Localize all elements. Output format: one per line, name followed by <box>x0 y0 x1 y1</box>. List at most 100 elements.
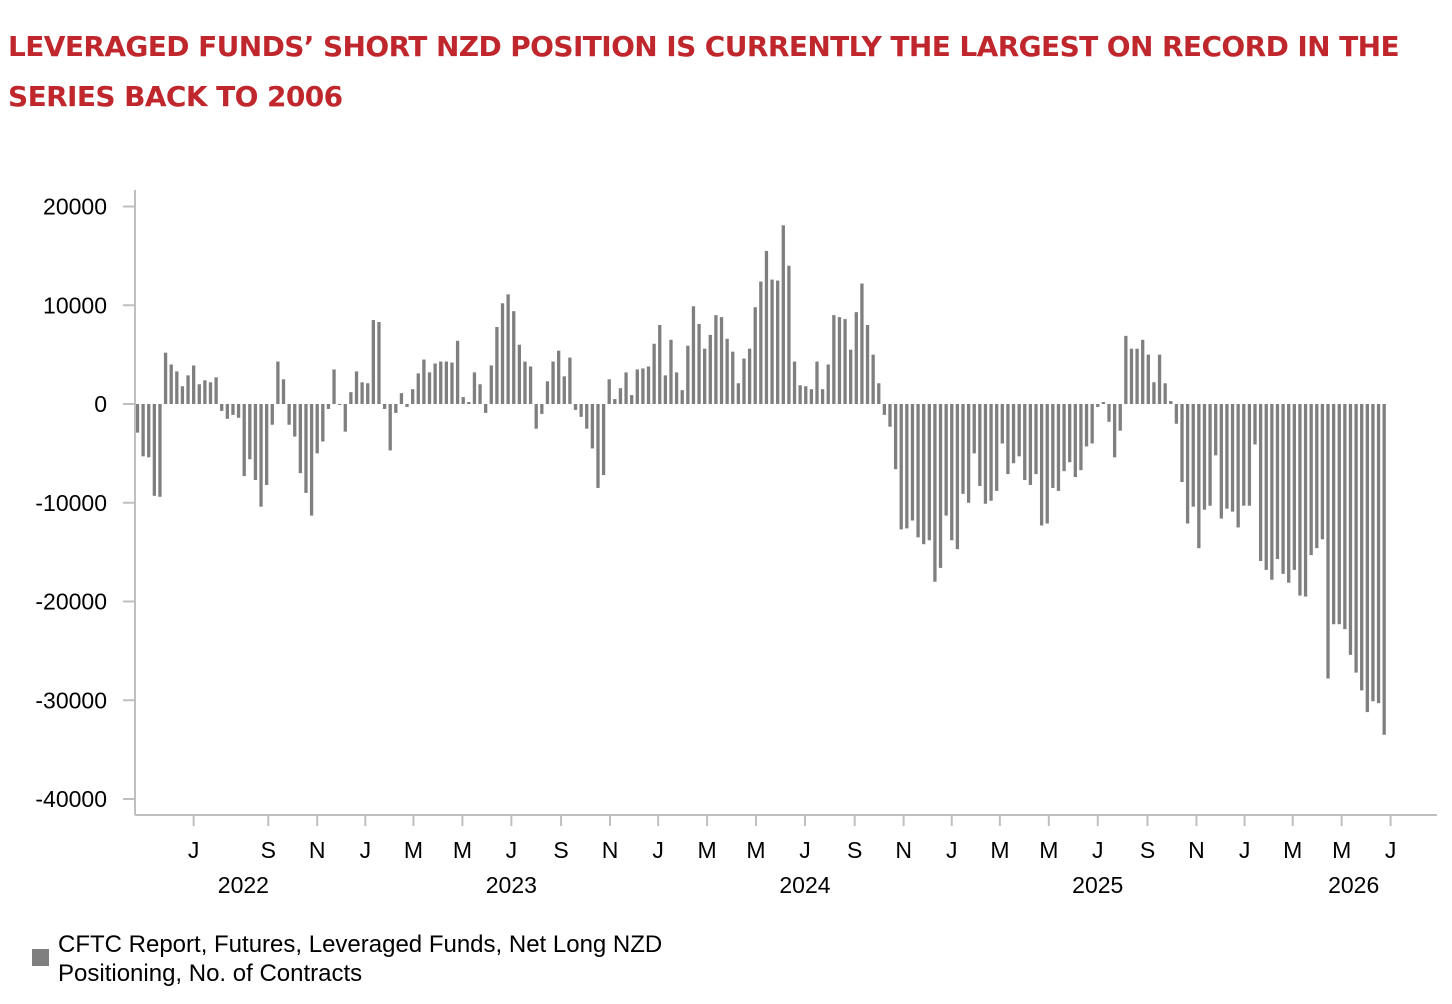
bar <box>1107 404 1111 422</box>
x-tick-label: J <box>1239 837 1251 863</box>
bar <box>1225 404 1229 509</box>
bar <box>1219 404 1223 519</box>
bar <box>562 376 566 404</box>
bar <box>579 404 583 417</box>
bar <box>321 404 325 442</box>
bar <box>747 348 752 404</box>
bar <box>484 404 488 413</box>
bar <box>158 404 162 497</box>
bar <box>416 373 420 404</box>
bar <box>281 379 286 404</box>
bar <box>1354 404 1358 673</box>
bar <box>607 379 611 404</box>
bar <box>1023 404 1027 481</box>
bar <box>1371 404 1375 702</box>
bar <box>1337 404 1341 625</box>
x-tick-label: M <box>990 837 1009 863</box>
bar <box>220 404 224 411</box>
bar <box>175 371 179 404</box>
bar <box>1281 404 1285 574</box>
bar <box>1180 404 1184 483</box>
bar <box>764 250 769 404</box>
bar <box>590 404 595 449</box>
x-tick-label: S <box>261 837 276 863</box>
bar <box>1056 404 1061 491</box>
bar <box>849 349 853 404</box>
x-tick-label: N <box>1188 837 1205 863</box>
x-tick-label: M <box>1039 837 1058 863</box>
bar <box>208 382 213 404</box>
bar <box>731 351 735 404</box>
bar <box>882 404 887 415</box>
bar <box>382 404 387 409</box>
bar <box>1303 404 1308 597</box>
bar <box>961 404 965 494</box>
bar <box>708 334 712 405</box>
bar <box>585 404 589 429</box>
bar <box>972 404 976 454</box>
bar <box>293 404 297 437</box>
bar <box>192 365 196 404</box>
bar <box>309 404 314 516</box>
bar <box>1135 348 1139 404</box>
legend: CFTC Report, Futures, Leveraged Funds, N… <box>32 930 778 988</box>
bar <box>326 404 331 409</box>
bar <box>512 311 516 404</box>
bar <box>225 404 229 419</box>
x-tick-label: M <box>1283 837 1302 863</box>
bar <box>444 361 449 404</box>
bar <box>377 322 381 404</box>
bar <box>832 315 836 405</box>
bar <box>366 383 370 404</box>
x-year-label: 2023 <box>486 872 537 898</box>
bar <box>371 320 376 404</box>
chart-title: LEVERAGED FUNDS’ SHORT NZD POSITION IS C… <box>8 30 1400 113</box>
bar <box>517 344 522 404</box>
bar <box>568 357 572 404</box>
bar <box>1157 354 1162 405</box>
bar <box>635 369 639 404</box>
bar <box>978 404 982 486</box>
bar <box>1034 404 1038 475</box>
bar <box>551 361 555 404</box>
bar <box>411 389 415 404</box>
bar <box>1011 404 1016 464</box>
bar <box>933 404 937 582</box>
bar <box>719 317 724 404</box>
bar <box>147 404 151 458</box>
bar <box>837 317 842 404</box>
bar <box>1214 404 1218 456</box>
bar <box>394 404 398 413</box>
bar <box>141 404 145 457</box>
bar <box>1163 383 1167 404</box>
x-year-label: 2024 <box>779 872 830 898</box>
bar <box>135 404 140 433</box>
bar <box>332 369 336 404</box>
x-tick-label: S <box>1140 837 1155 863</box>
x-tick-label: J <box>506 837 518 863</box>
bar <box>641 368 645 404</box>
bar <box>1068 404 1072 463</box>
bar <box>927 404 931 541</box>
bar <box>910 404 915 521</box>
bar <box>742 358 746 404</box>
bar <box>1096 404 1100 407</box>
bar <box>343 404 347 432</box>
bar <box>1141 339 1145 404</box>
bar <box>1326 404 1330 679</box>
bar <box>450 362 454 404</box>
bar <box>523 361 527 404</box>
bar <box>557 350 561 404</box>
bar <box>534 404 538 429</box>
bar <box>804 386 808 404</box>
bar <box>1124 335 1128 404</box>
bar <box>781 225 785 404</box>
bar <box>1208 404 1212 506</box>
bar <box>1084 404 1089 447</box>
bar <box>798 385 802 404</box>
x-tick-label: J <box>1385 837 1397 863</box>
bar <box>433 363 437 404</box>
x-tick-label: M <box>453 837 472 863</box>
x-tick-label: J <box>799 837 811 863</box>
bar <box>236 404 241 418</box>
